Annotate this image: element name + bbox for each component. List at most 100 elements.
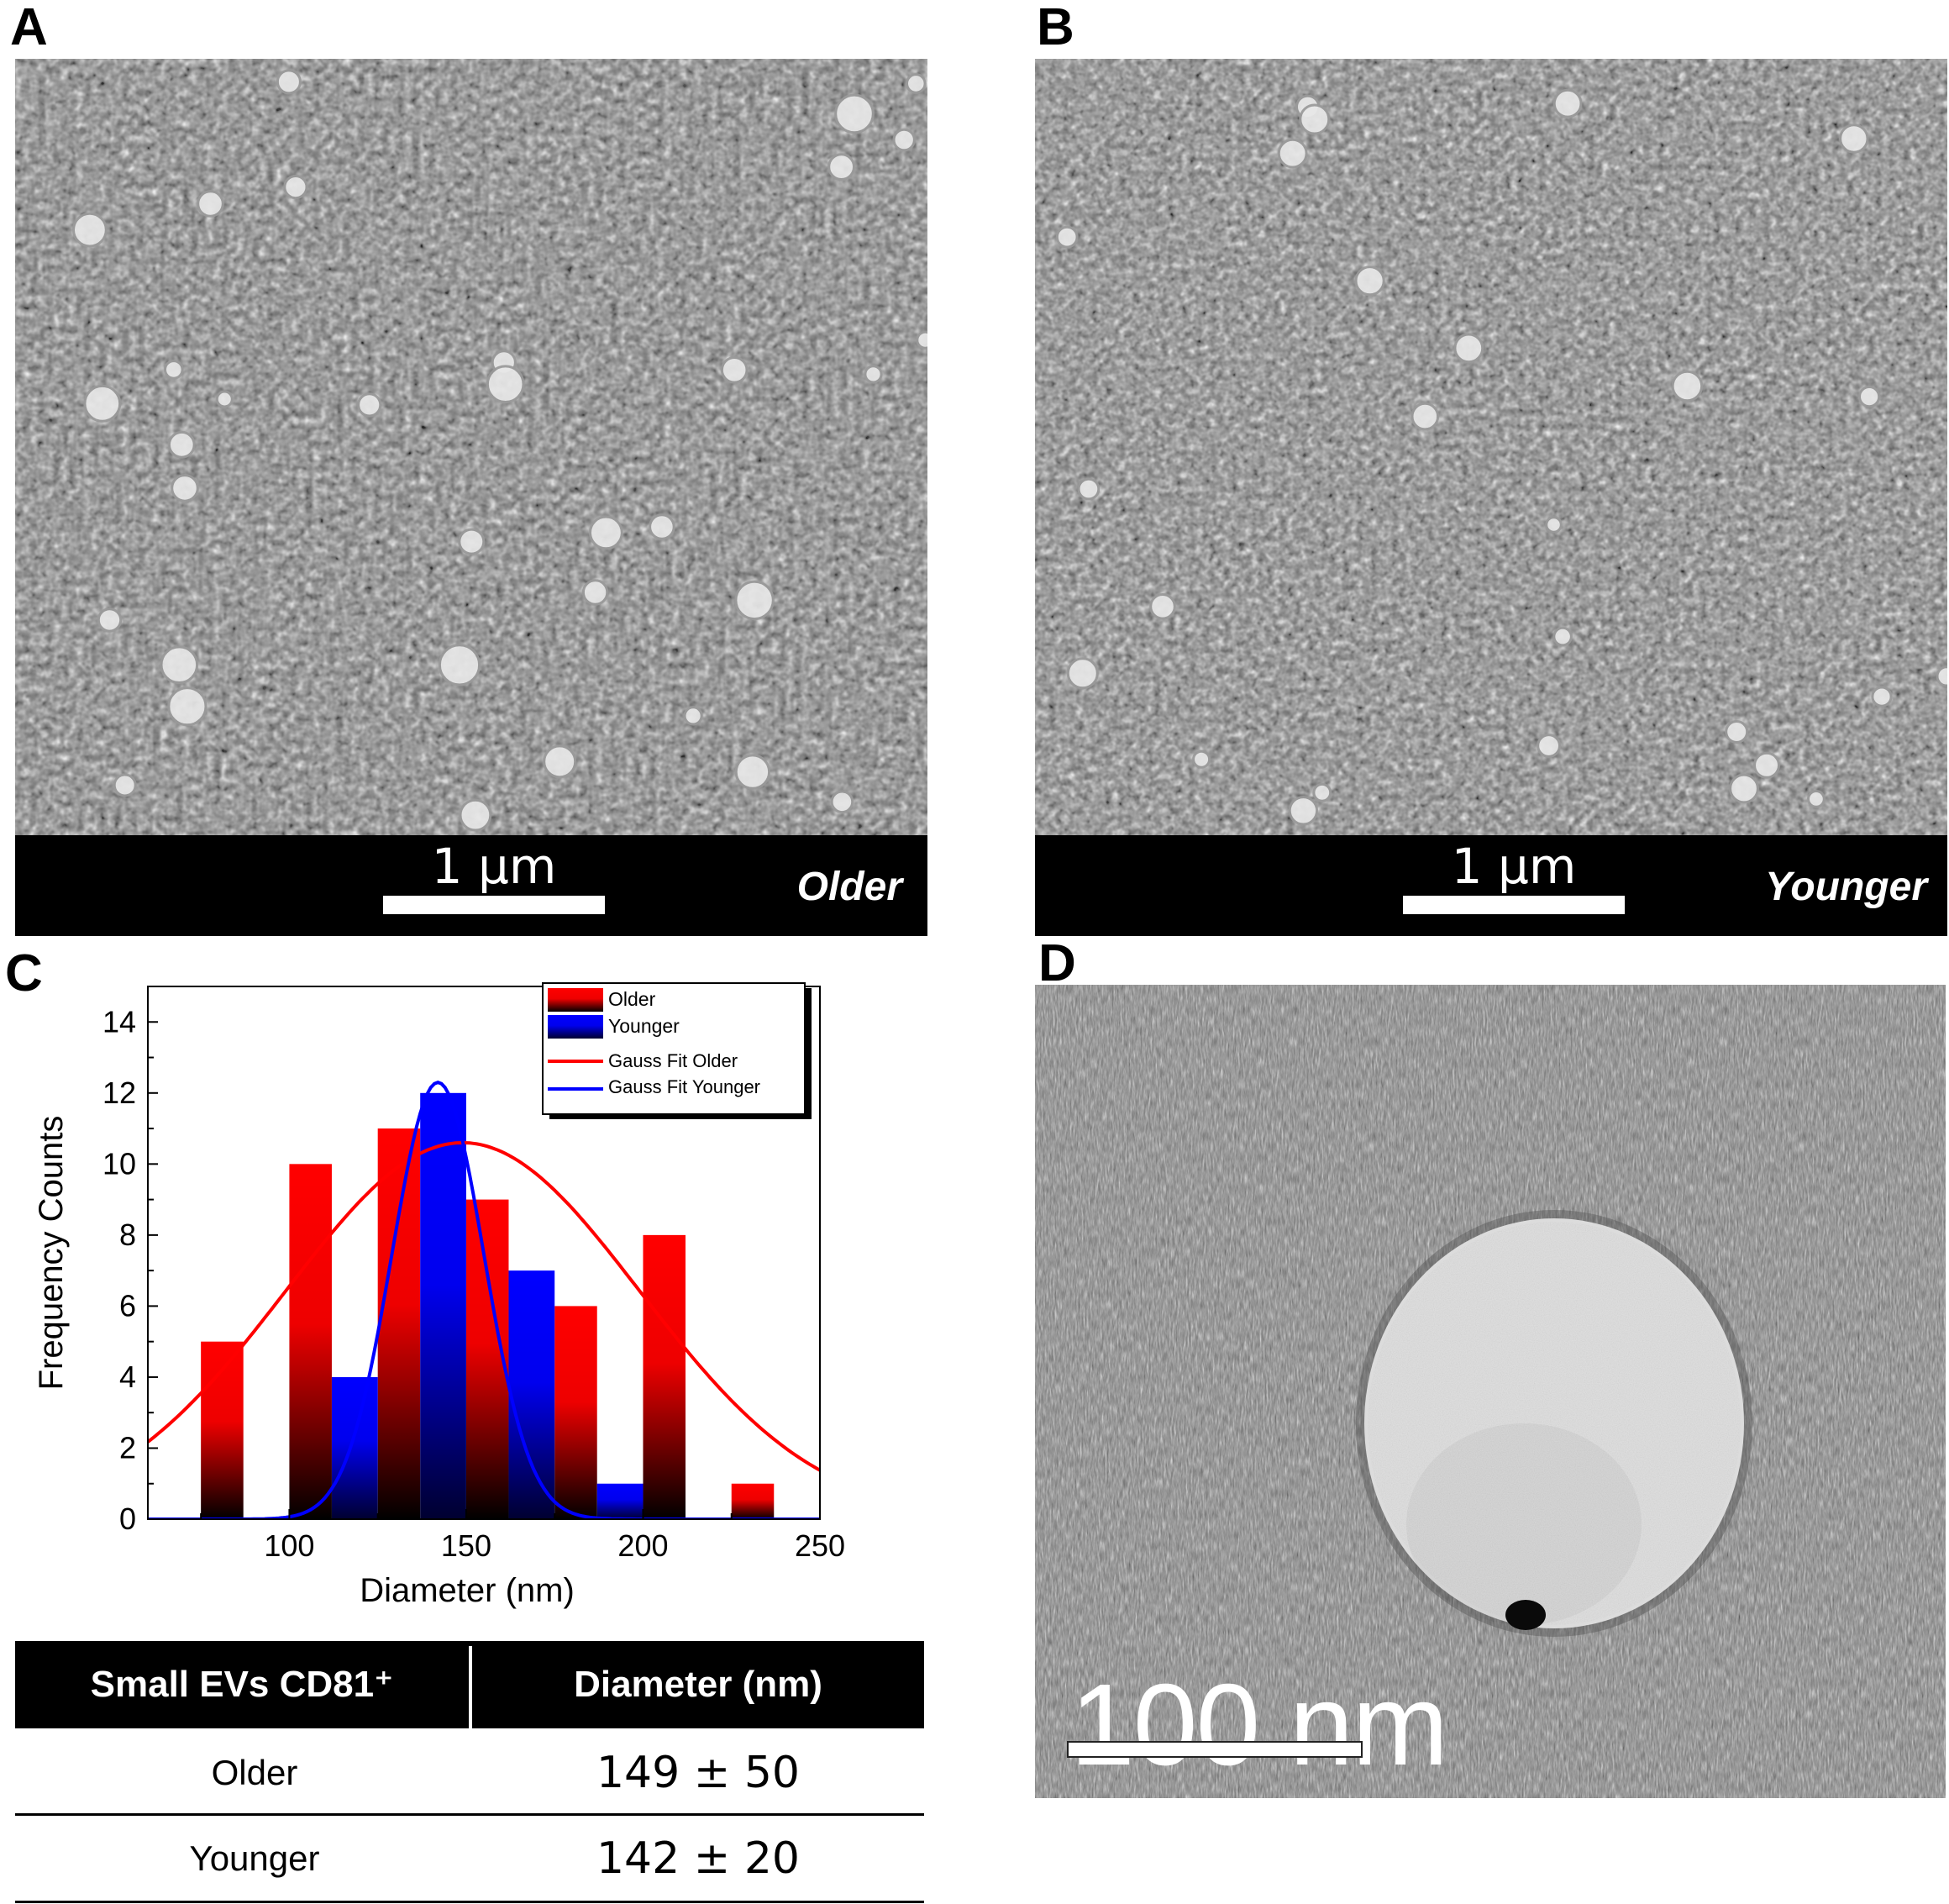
legend-label-gauss-older: Gauss Fit Older	[608, 1050, 738, 1071]
ev-particle	[734, 754, 771, 790]
younger-bars-group	[331, 1092, 644, 1519]
ev-particle	[167, 430, 196, 459]
table-row-divider	[15, 1813, 924, 1816]
ev-particle	[1149, 593, 1176, 620]
diameter-histogram-chart: 100 150 200 250 0 2 4 6 8 10 12 14 Diameter (nm) Fr…	[33, 982, 845, 1609]
legend-swatch-older	[548, 988, 603, 1012]
younger-bar-3	[596, 1483, 644, 1519]
x-tick-label-0: 100	[264, 1528, 314, 1563]
ev-particle	[1807, 790, 1826, 808]
ev-particle	[72, 212, 108, 248]
ev-particle	[83, 384, 122, 423]
ev-particle	[458, 528, 486, 555]
ev-particle	[906, 73, 927, 94]
younger-bar-2	[508, 1270, 555, 1519]
table-header-group-text: Small EVs CD81⁺	[90, 1664, 394, 1705]
scale-bar-d	[1067, 1741, 1363, 1758]
y-axis-label: Frequency Counts	[33, 1116, 70, 1391]
y-tick-label-0: 0	[119, 1502, 136, 1536]
y-tick-label-2: 4	[119, 1360, 136, 1394]
ev-particle	[486, 365, 525, 404]
ev-particle	[581, 579, 609, 606]
legend-label-younger: Younger	[608, 1015, 680, 1037]
plot-frame	[147, 986, 821, 1520]
scale-label-b: 1 μm	[1451, 838, 1577, 895]
table-header-separator	[469, 1646, 472, 1728]
y-tick-label-3: 6	[119, 1288, 136, 1323]
ev-particle	[357, 392, 382, 418]
y-tick-label-5: 10	[102, 1146, 136, 1181]
older-bar-6	[731, 1483, 775, 1519]
tem-texture	[1035, 985, 1946, 1798]
y-tick-label-1: 2	[119, 1430, 136, 1465]
older-bar-4	[554, 1306, 597, 1519]
ev-particle	[649, 513, 675, 540]
ev-particle	[1871, 686, 1893, 707]
ev-particle	[1299, 103, 1331, 135]
scale-label-d: 100 nm	[1070, 1660, 1448, 1790]
ev-particle	[734, 580, 775, 621]
y-tick-label-7: 14	[102, 1004, 136, 1039]
x-axis-label: Diameter (nm)	[360, 1572, 575, 1609]
ev-particle	[1411, 402, 1440, 431]
table-row: Older 149 ± 50	[15, 1728, 924, 1817]
scale-strip-b: 1 μm Younger	[1035, 835, 1947, 936]
table-cell-group: Older	[211, 1753, 298, 1792]
scale-strip-a: 1 μm Older	[15, 835, 927, 936]
table-header: Small EVs CD81⁺ Diameter (nm)	[15, 1641, 924, 1728]
scale-bar-b	[1403, 896, 1625, 914]
ev-particle	[197, 190, 224, 218]
ev-particle	[720, 356, 749, 384]
ev-particle	[830, 790, 854, 814]
ev-particle	[1277, 138, 1308, 169]
axes-group: 100 150 200 250 0 2 4 6 8 10 12 14	[102, 1004, 845, 1563]
ev-particle	[1936, 665, 1947, 687]
ev-particle	[1066, 657, 1099, 690]
older-bar-5	[643, 1234, 686, 1519]
panel-letter-c: C	[5, 944, 43, 1002]
table-bottom-rule	[15, 1901, 924, 1903]
sem-texture-younger	[1035, 59, 1947, 835]
ev-particle	[1055, 225, 1079, 249]
group-label-older: Older	[796, 865, 902, 909]
ev-particle	[1288, 796, 1319, 826]
ev-particle	[1753, 751, 1780, 779]
ev-particle	[589, 515, 623, 550]
older-bar-2	[377, 1128, 421, 1519]
panel-letter-d: D	[1038, 934, 1076, 992]
ev-particle	[1312, 782, 1332, 802]
ev-particle	[1354, 266, 1385, 297]
scale-bar-a	[383, 896, 605, 914]
ev-particle	[1671, 370, 1704, 402]
legend-swatch-younger	[548, 1015, 603, 1039]
older-bars-group	[201, 1128, 775, 1519]
ev-particle	[1552, 626, 1573, 647]
ev-particle	[1077, 477, 1101, 501]
table-cell-diameter: 142 ± 20	[596, 1833, 801, 1884]
ev-particle	[438, 644, 481, 686]
ev-particle	[892, 128, 916, 152]
ev-particle	[683, 706, 703, 726]
legend-label-gauss-younger: Gauss Fit Younger	[608, 1076, 760, 1097]
older-bar-1	[289, 1164, 332, 1519]
ev-particle	[167, 686, 208, 727]
chart-legend: Older Younger Gauss Fit Older Gauss Fit …	[542, 982, 812, 1119]
ev-particle	[1858, 386, 1881, 408]
ev-particle	[459, 798, 492, 832]
younger-bar-1	[420, 1092, 466, 1519]
vesicle-lumen	[1368, 1222, 1741, 1625]
ev-particle	[1453, 333, 1484, 364]
ev-particle	[827, 153, 855, 181]
panel-letter-a: A	[10, 0, 48, 56]
vesicle-shading	[1406, 1423, 1642, 1625]
ev-particle	[164, 360, 184, 380]
table-cell-diameter: 149 ± 50	[596, 1748, 801, 1798]
ev-particle	[1552, 88, 1583, 118]
ev-particle	[916, 330, 927, 350]
scale-label-a: 1 μm	[431, 838, 557, 895]
table-cell-group: Younger	[189, 1838, 320, 1878]
ev-particle	[834, 93, 875, 134]
ev-particle	[113, 773, 137, 797]
ev-particle	[1725, 720, 1749, 744]
group-label-younger: Younger	[1765, 865, 1927, 909]
